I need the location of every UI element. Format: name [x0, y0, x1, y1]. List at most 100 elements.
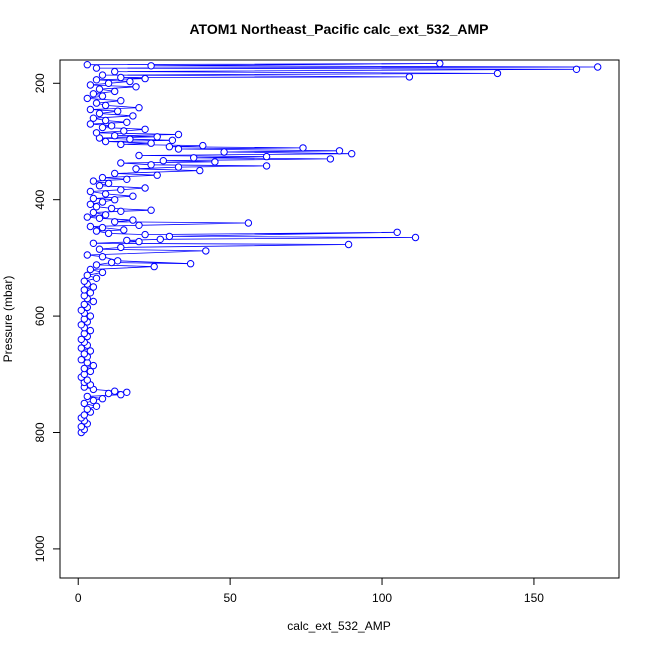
data-point [86, 326, 95, 335]
series-clip-group [77, 60, 602, 437]
data-point [126, 135, 134, 143]
data-point [129, 112, 137, 120]
data-point [174, 163, 183, 171]
data-point [83, 94, 92, 103]
data-point [92, 129, 101, 137]
data-point [141, 125, 149, 134]
data-point [86, 81, 95, 89]
data-point [80, 399, 89, 408]
data-point [493, 69, 502, 78]
y-tick-label: 1000 [33, 535, 47, 562]
data-point [174, 130, 183, 139]
data-point [120, 127, 128, 135]
data-point [132, 165, 140, 173]
data-point [95, 182, 104, 190]
data-point [348, 150, 356, 158]
data-point [80, 411, 89, 419]
data-point [89, 297, 98, 306]
data-point [326, 155, 335, 163]
data-point [117, 73, 125, 82]
data-point [117, 159, 125, 167]
chart-title: ATOM1 Northeast_Pacific calc_ext_532_AMP [189, 21, 488, 37]
data-point [98, 173, 107, 182]
data-point [594, 63, 602, 71]
data-point [196, 166, 204, 175]
data-point [98, 253, 107, 261]
data-point [123, 175, 131, 184]
data-point [135, 237, 143, 246]
data-point [147, 161, 155, 169]
x-tick-label: 100 [372, 591, 392, 605]
data-point [135, 221, 143, 230]
data-point [86, 289, 95, 297]
data-point [95, 214, 104, 223]
data-point [220, 148, 228, 156]
data-point [89, 396, 98, 405]
series-layer [77, 60, 602, 437]
data-point [111, 196, 119, 204]
data-point [117, 140, 125, 149]
data-point [107, 258, 116, 267]
data-point [153, 133, 161, 141]
data-point [92, 261, 101, 269]
data-point [104, 179, 113, 188]
data-point [95, 245, 104, 253]
data-point [83, 213, 92, 221]
data-point [77, 335, 86, 344]
data-point [405, 73, 414, 81]
data-point [117, 207, 125, 216]
data-point [111, 67, 119, 76]
series-line [80, 63, 598, 433]
data-point [77, 306, 86, 314]
data-point [123, 236, 131, 245]
data-point [77, 423, 86, 431]
data-point [86, 347, 95, 355]
data-point [135, 104, 143, 112]
data-point [86, 367, 95, 376]
x-axis: 0 50 100 150 [75, 577, 544, 605]
data-point [436, 60, 444, 68]
data-point [111, 387, 119, 395]
y-tick-label: 800 [33, 422, 47, 442]
data-point [80, 350, 89, 358]
data-point [86, 120, 95, 128]
y-axis: 200 400 600 800 1000 [33, 73, 61, 562]
data-point [98, 71, 107, 79]
data-point [107, 122, 116, 130]
data-point [92, 64, 101, 72]
data-point [80, 364, 89, 373]
data-point [147, 139, 155, 147]
y-tick-label: 200 [33, 73, 47, 93]
data-point [114, 257, 122, 265]
x-tick-label: 0 [75, 591, 82, 605]
data-point [92, 99, 101, 107]
data-point [98, 268, 107, 277]
data-point [101, 190, 110, 198]
data-point [95, 109, 104, 118]
data-point [335, 147, 344, 155]
data-point [299, 144, 307, 152]
data-point [86, 265, 95, 274]
data-point [83, 251, 92, 259]
data-point [393, 228, 401, 237]
data-point [111, 132, 119, 140]
data-point [202, 247, 210, 255]
data-point [92, 274, 101, 282]
data-point [86, 312, 95, 320]
data-point [107, 204, 116, 213]
data-point [150, 262, 158, 271]
data-point [262, 162, 271, 170]
data-point [114, 107, 122, 115]
data-point [262, 152, 271, 161]
data-point [83, 376, 92, 384]
y-tick-label: 600 [33, 306, 47, 326]
x-tick-label: 50 [223, 591, 237, 605]
data-point [111, 218, 119, 226]
data-point [89, 239, 98, 248]
data-point [111, 87, 119, 96]
data-point [168, 136, 177, 145]
data-point [80, 277, 89, 285]
data-point [77, 344, 86, 352]
data-point [147, 206, 155, 214]
data-point [572, 65, 581, 74]
